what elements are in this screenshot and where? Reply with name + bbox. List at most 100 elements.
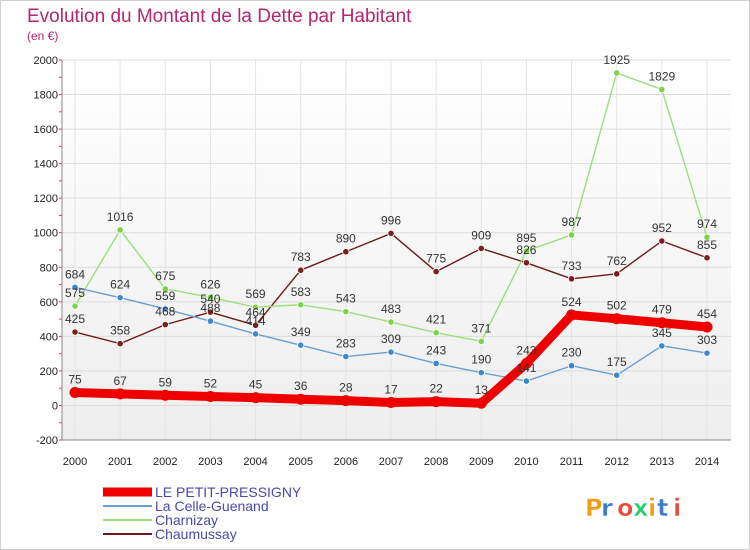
data-label: 569 <box>246 287 266 301</box>
x-tick-label: 2003 <box>198 456 222 468</box>
x-tick-label: 2002 <box>153 456 177 468</box>
x-tick-label: 2000 <box>63 456 87 468</box>
x-tick-label: 2001 <box>108 456 132 468</box>
data-point <box>116 340 124 348</box>
data-point <box>342 352 350 361</box>
data-point <box>387 348 395 356</box>
data-point <box>566 309 578 321</box>
data-point <box>161 321 169 329</box>
data-point <box>206 293 215 301</box>
data-label: 59 <box>159 375 173 389</box>
data-point <box>114 388 126 400</box>
data-label: 190 <box>471 353 491 367</box>
data-label: 13 <box>475 383 489 397</box>
data-point <box>432 267 440 276</box>
data-point <box>206 308 215 316</box>
data-label: 890 <box>336 232 356 246</box>
x-tick-label: 2004 <box>243 456 267 468</box>
data-label: 45 <box>249 378 263 392</box>
series-layer <box>69 69 713 409</box>
data-point <box>432 359 440 368</box>
data-point <box>477 337 485 345</box>
data-label: 502 <box>607 299 627 313</box>
y-tick-label: 400 <box>40 331 58 343</box>
data-point <box>520 357 532 369</box>
data-label: 36 <box>294 379 308 393</box>
data-label: 952 <box>652 221 672 235</box>
data-label: 996 <box>381 213 401 227</box>
data-point <box>567 231 576 239</box>
data-point <box>71 328 79 336</box>
axes: -200 0 200 400 600 800 1000 1200 1400 1600 1800 200… <box>34 55 731 468</box>
logo-letter: i <box>648 494 656 522</box>
data-point <box>71 302 79 310</box>
data-label: 358 <box>110 324 130 338</box>
data-label: 543 <box>336 292 356 306</box>
data-point <box>703 233 711 241</box>
x-tick-label: 2012 <box>604 456 628 468</box>
data-point <box>567 362 576 370</box>
data-label: 575 <box>65 286 85 300</box>
data-point <box>613 371 621 379</box>
data-label: 987 <box>562 215 582 229</box>
data-label: 349 <box>291 325 311 339</box>
data-point <box>658 85 666 94</box>
data-label: 309 <box>381 332 401 346</box>
data-label: 371 <box>471 321 491 335</box>
data-point <box>477 244 485 253</box>
logo-letter: r <box>601 494 613 522</box>
data-point <box>432 329 440 337</box>
y-tick-label: 0 <box>52 400 58 412</box>
data-label: 909 <box>471 228 491 242</box>
data-label: 783 <box>291 250 311 264</box>
x-tick-label: 2007 <box>379 456 403 468</box>
data-point <box>658 237 666 245</box>
data-label: 454 <box>697 307 717 321</box>
data-label: 464 <box>246 305 266 319</box>
data-point <box>387 318 395 326</box>
data-label: 583 <box>291 285 311 299</box>
x-tick-label: 2008 <box>424 456 448 468</box>
y-tick-label: 200 <box>40 366 58 378</box>
logo-letter: i <box>673 494 681 522</box>
data-label: 425 <box>65 312 85 326</box>
data-label: 345 <box>652 326 672 340</box>
data-point <box>159 389 171 401</box>
data-label: 22 <box>429 382 443 396</box>
data-label: 624 <box>110 278 130 292</box>
data-point <box>340 395 352 407</box>
data-point <box>385 397 397 409</box>
legend-label: La Celle-Guenand <box>155 498 269 514</box>
data-point <box>703 254 711 262</box>
data-point <box>430 396 442 408</box>
data-point <box>342 248 350 256</box>
y-tick-label: 1000 <box>34 228 58 240</box>
data-point <box>342 308 350 316</box>
x-tick-label: 2006 <box>334 456 358 468</box>
data-point <box>475 397 487 409</box>
legend-label: Charnizay <box>155 512 218 528</box>
data-label: 283 <box>336 337 356 351</box>
data-label: 524 <box>562 295 582 309</box>
data-label: 175 <box>607 355 627 369</box>
data-label: 243 <box>426 343 446 357</box>
data-label: 895 <box>516 231 536 245</box>
data-point <box>206 317 215 325</box>
data-label: 303 <box>697 333 717 347</box>
x-tick-label: 2013 <box>650 456 674 468</box>
data-point <box>295 393 307 405</box>
legend-label: LE PETIT-PRESSIGNY <box>155 484 302 500</box>
data-label: 626 <box>200 277 220 291</box>
data-label: 421 <box>426 313 446 327</box>
data-point <box>656 317 668 329</box>
x-tick-label: 2014 <box>695 456 719 468</box>
data-label: 479 <box>652 303 672 317</box>
data-label: 675 <box>155 269 175 283</box>
data-label: 762 <box>607 254 627 268</box>
chart-title: Evolution du Montant de la Dette par Hab… <box>27 6 412 27</box>
data-label: 733 <box>562 259 582 273</box>
data-label: 28 <box>339 381 353 395</box>
data-label: 75 <box>68 373 82 387</box>
